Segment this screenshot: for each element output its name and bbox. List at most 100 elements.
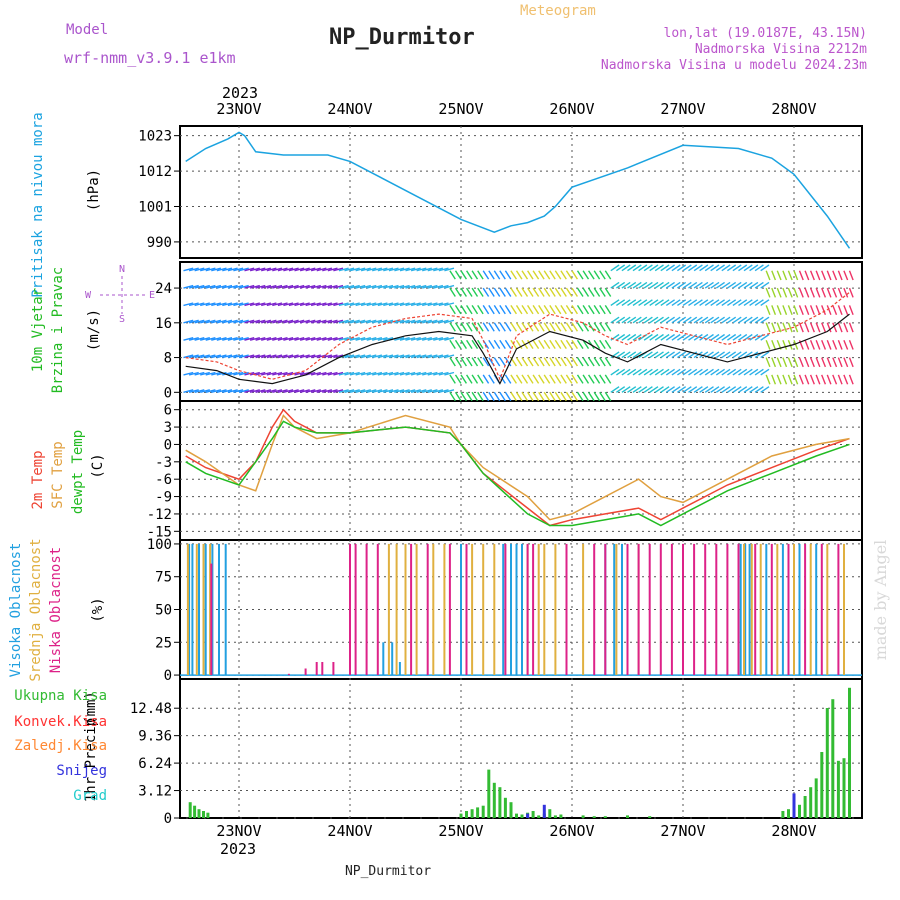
wind-arrow xyxy=(582,374,590,384)
wind-arrow xyxy=(848,374,854,385)
wind-arrow xyxy=(527,357,534,367)
wind-arrow xyxy=(638,316,648,324)
wind-arrow xyxy=(665,368,675,376)
wind-arrow xyxy=(638,386,648,393)
wind-arrow xyxy=(738,386,748,393)
wind-arrow xyxy=(693,264,703,272)
wind-arrow xyxy=(310,284,321,289)
wind-arrow xyxy=(266,337,277,341)
wind-arrow xyxy=(360,389,371,393)
wind-arrow xyxy=(355,389,366,393)
wind-arrow xyxy=(660,281,670,289)
wind-arrow xyxy=(277,284,288,289)
precip-panel: 0 3.12 6.24 9.36 12.48 xyxy=(130,687,862,827)
top-day-label: 25NOV xyxy=(438,100,483,118)
wind-arrow xyxy=(427,354,438,359)
model-elevation-label: Nadmorska Visina u modelu 2024.23m xyxy=(601,58,867,73)
wind-arrow xyxy=(504,374,512,384)
cloud-low-bar xyxy=(321,662,324,676)
wind-arrow xyxy=(754,368,764,376)
wind-arrow xyxy=(654,351,664,359)
top-day-label: 28NOV xyxy=(771,100,816,118)
wind-arrow xyxy=(765,339,771,350)
precip-snow-bar xyxy=(542,804,546,818)
wind-arrow xyxy=(344,284,355,289)
y-tick-label: 75 xyxy=(155,570,172,586)
wind-arrow xyxy=(283,267,294,272)
wind-arrow xyxy=(510,270,517,280)
wind-ylabel-line1: 10m Vjetar xyxy=(30,288,46,372)
wind-arrow xyxy=(183,302,194,307)
wind-arrow xyxy=(471,339,479,349)
wind-arrow xyxy=(588,357,595,367)
wind-arrow xyxy=(222,337,233,341)
wind-arrow xyxy=(643,386,653,393)
wind-arrow xyxy=(765,357,771,368)
wind-arrow xyxy=(776,322,782,333)
y-tick-label: -3 xyxy=(155,455,172,471)
wind-arrow xyxy=(433,319,444,324)
cloud-low-bar xyxy=(287,673,290,676)
wind-arrow xyxy=(316,337,327,341)
wind-arrow xyxy=(333,319,344,324)
wind-arrow xyxy=(765,322,771,333)
wind-arrow xyxy=(721,316,731,324)
wind-arrow xyxy=(721,299,731,306)
wind-arrow xyxy=(316,267,327,272)
wind-arrow xyxy=(643,281,653,289)
wind-arrow xyxy=(554,305,562,315)
wind-arrow xyxy=(433,389,444,393)
wind-arrow xyxy=(560,270,567,280)
wind-arrow xyxy=(200,319,210,324)
wind-arrow xyxy=(787,339,793,350)
wind-arrow xyxy=(826,374,832,385)
wind-arrow xyxy=(233,354,244,359)
wind-arrow xyxy=(227,302,238,307)
wind-arrow xyxy=(749,368,759,376)
wind-arrow xyxy=(493,305,501,315)
wind-arrow xyxy=(372,267,383,272)
cloud-low-bar xyxy=(593,543,596,675)
wind-arrow xyxy=(244,354,255,359)
wind-arrow xyxy=(616,333,626,341)
wind-arrow xyxy=(699,281,709,289)
wind-arrow xyxy=(405,389,416,393)
wind-arrow xyxy=(399,354,410,359)
wind-arrow xyxy=(798,374,804,385)
wind-arrow xyxy=(482,322,490,332)
wind-arrow xyxy=(416,354,427,359)
wind-arrow xyxy=(732,281,742,289)
wind-arrow xyxy=(593,270,601,280)
wind-arrow xyxy=(638,299,648,306)
wind-arrow xyxy=(322,284,333,289)
wind-arrow xyxy=(809,270,815,281)
wind-arrow xyxy=(682,368,692,376)
precip-total-bar xyxy=(603,816,607,818)
wind-arrow xyxy=(288,284,299,289)
wind-arrow xyxy=(843,357,849,368)
wind-arrow xyxy=(471,322,479,332)
cloud-low-bar xyxy=(349,543,351,675)
wind-arrow xyxy=(588,391,595,402)
wind-arrow xyxy=(738,316,748,324)
cloud-mid-bar xyxy=(443,543,446,675)
precip-total-bar xyxy=(581,815,585,818)
wind-arrow xyxy=(349,389,360,393)
wind-arrow xyxy=(344,354,355,359)
wind-arrow xyxy=(394,371,405,376)
cloud-mid-bar xyxy=(543,543,546,675)
wind-arrow xyxy=(383,389,394,393)
wind-arrow xyxy=(205,267,216,272)
wind-arrow xyxy=(832,322,838,333)
pressure-line xyxy=(185,131,851,249)
wind-arrow-field xyxy=(183,264,854,402)
cloud-mid-bar xyxy=(743,543,745,675)
wind-arrow xyxy=(815,322,821,333)
wind-arrow xyxy=(366,371,377,376)
wind-arrow xyxy=(438,319,449,324)
wind-arrow xyxy=(621,386,631,393)
cloud-high-bar xyxy=(224,543,227,675)
wind-arrow xyxy=(738,281,748,289)
wind-arrow xyxy=(233,267,244,272)
wind-arrow xyxy=(793,287,799,298)
